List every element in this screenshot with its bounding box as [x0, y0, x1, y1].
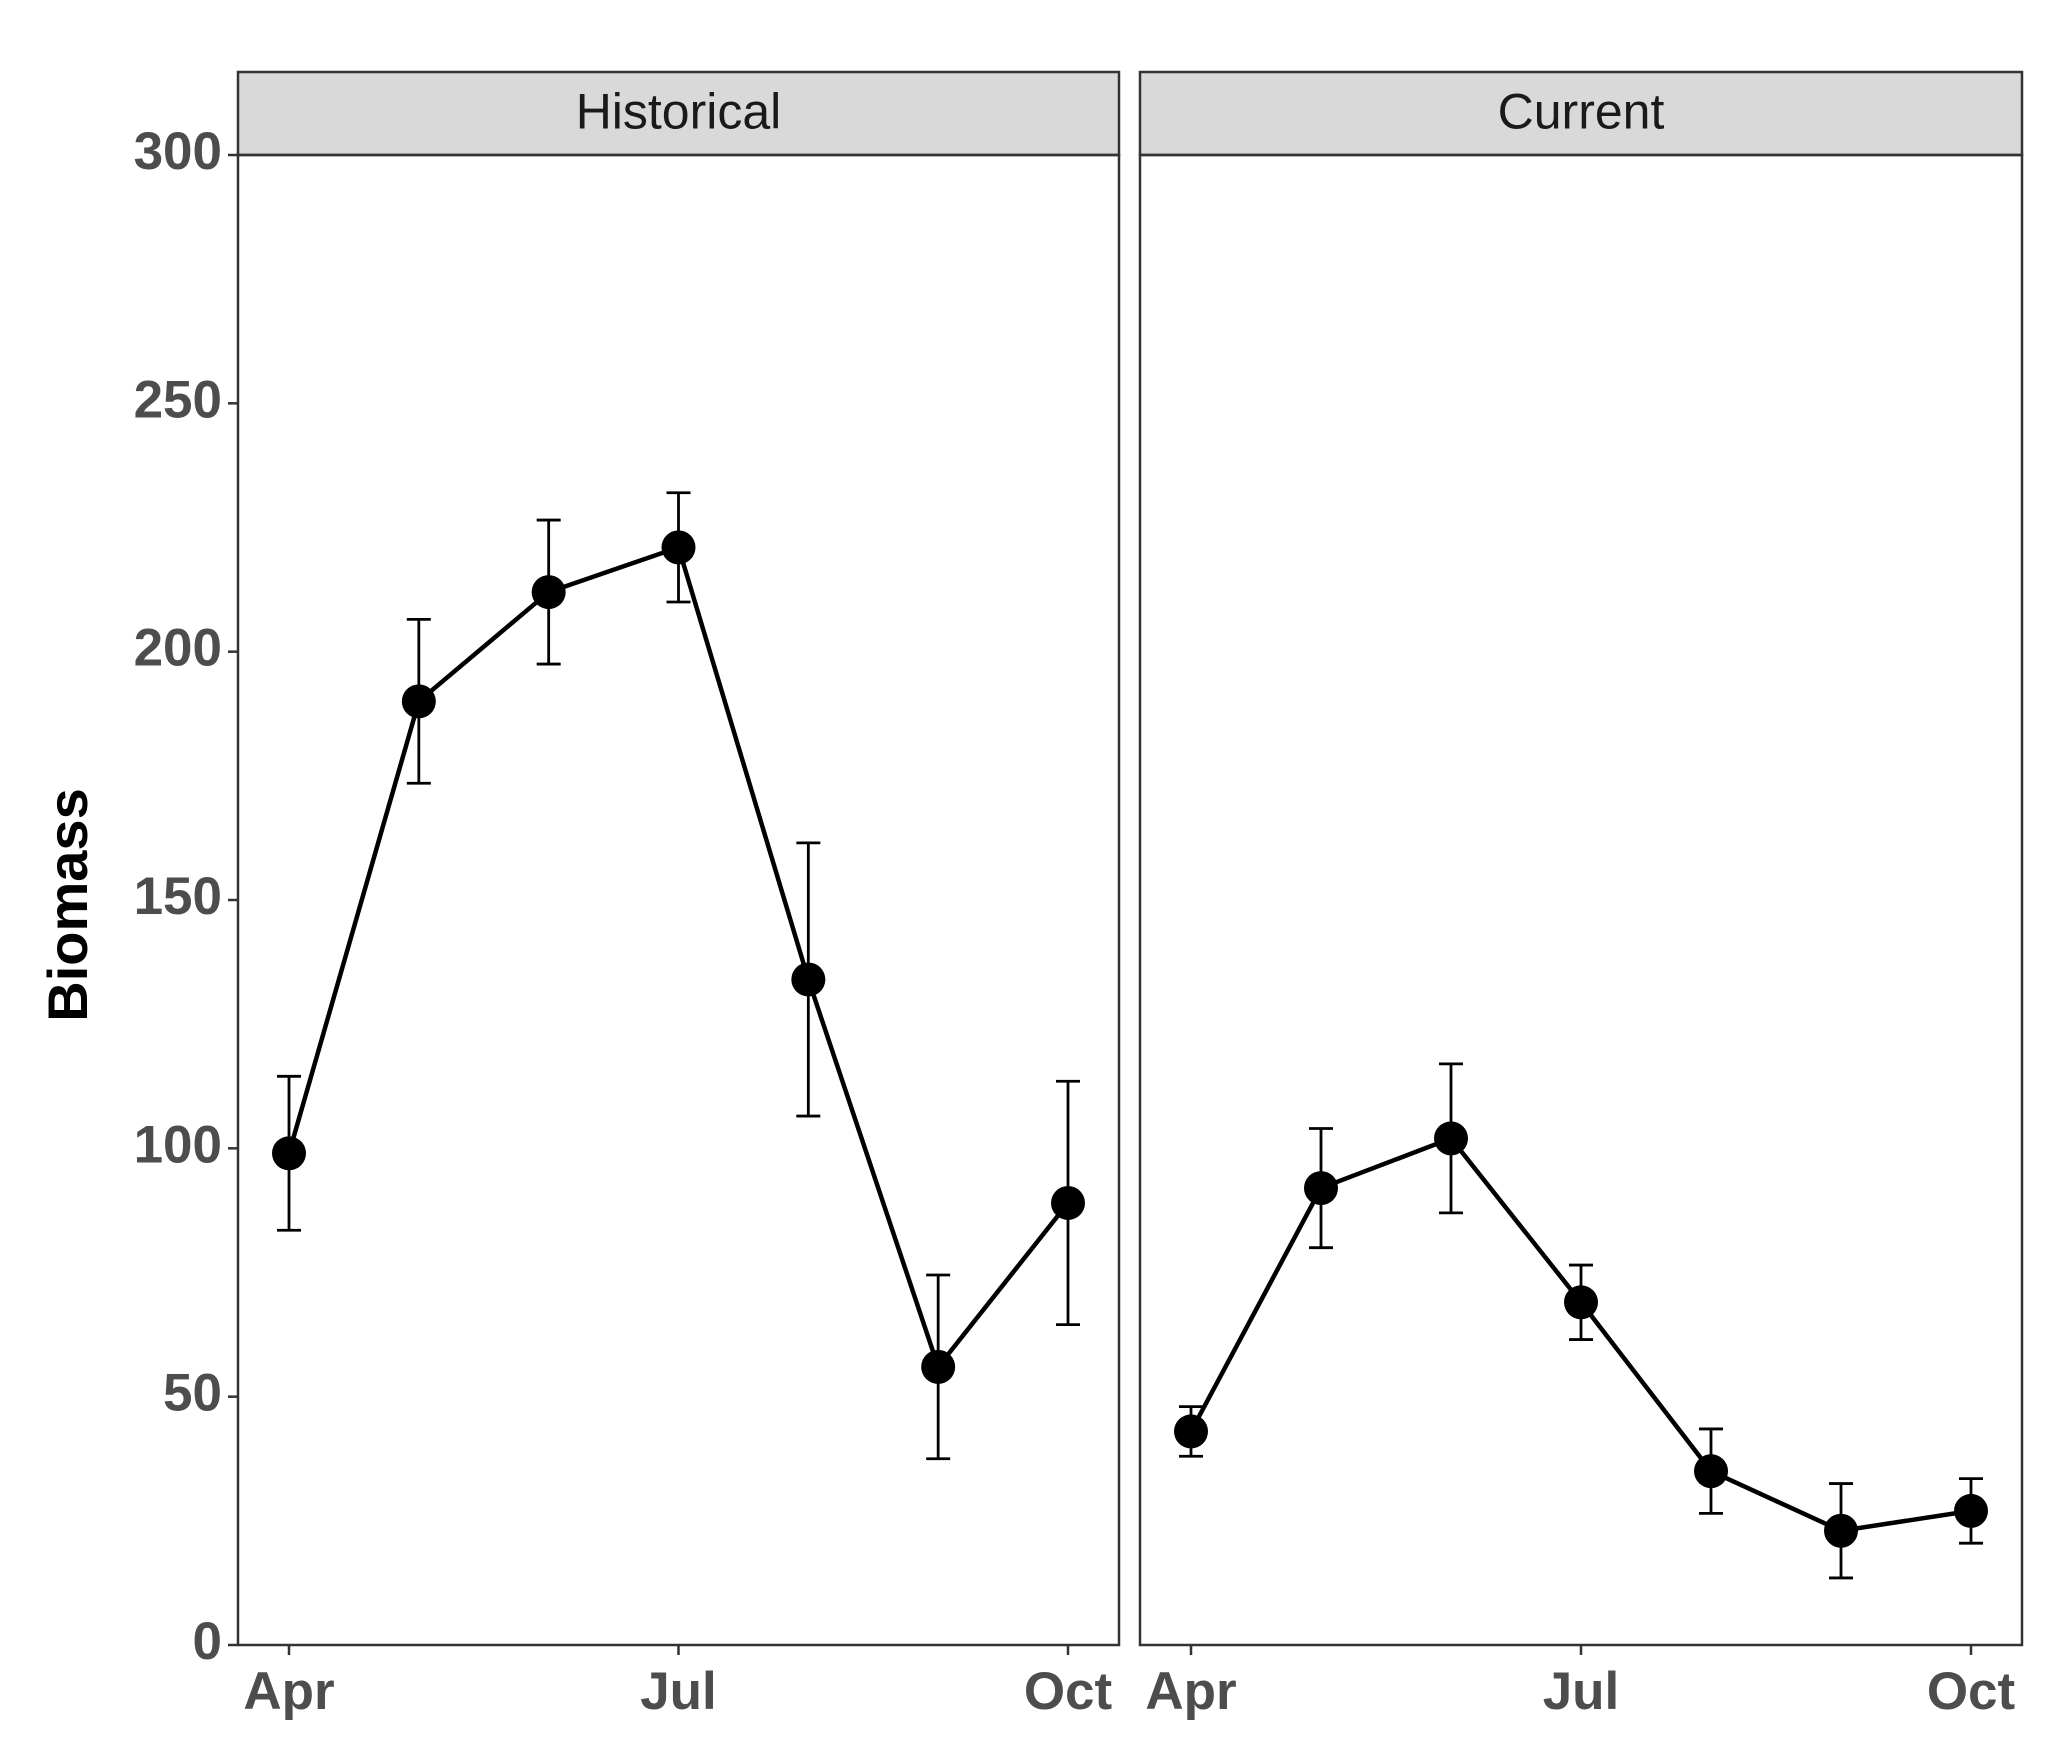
- point: [531, 575, 566, 610]
- y-axis-label: Biomass: [36, 788, 99, 1021]
- point: [272, 1136, 306, 1171]
- facet-title: Current: [1498, 84, 1665, 140]
- facet-title: Historical: [576, 84, 782, 140]
- point: [1304, 1171, 1338, 1206]
- x-tick-label: Oct: [1024, 1662, 1112, 1721]
- panel-border: [1138, 153, 2024, 1647]
- point: [791, 962, 826, 997]
- x-tick-label: Jul: [1543, 1662, 1620, 1721]
- x-tick-label: Apr: [1145, 1662, 1236, 1721]
- point: [661, 530, 696, 565]
- point: [1174, 1414, 1208, 1449]
- y-tick-label: 200: [134, 619, 222, 678]
- point: [921, 1349, 956, 1384]
- facet-strip: [236, 70, 1121, 157]
- panel-border: [236, 153, 1121, 1647]
- y-tick-label: 250: [134, 370, 222, 429]
- y-tick-label: 150: [134, 867, 222, 926]
- y-tick-label: 100: [134, 1115, 222, 1174]
- y-tick-label: 50: [163, 1364, 222, 1423]
- point: [1694, 1454, 1728, 1489]
- point: [1954, 1493, 1988, 1528]
- point: [401, 684, 436, 719]
- point: [1051, 1185, 1085, 1220]
- point: [1434, 1121, 1468, 1156]
- y-tick-label: 0: [193, 1612, 222, 1671]
- y-tick-label: 300: [134, 122, 222, 181]
- series-line: [286, 544, 1070, 1372]
- x-tick-label: Apr: [243, 1662, 334, 1721]
- x-tick-label: Jul: [640, 1662, 717, 1721]
- facet-strip: [1138, 70, 2024, 157]
- x-tick-label: Oct: [1927, 1662, 2015, 1721]
- point: [1824, 1513, 1858, 1548]
- point: [1564, 1285, 1598, 1320]
